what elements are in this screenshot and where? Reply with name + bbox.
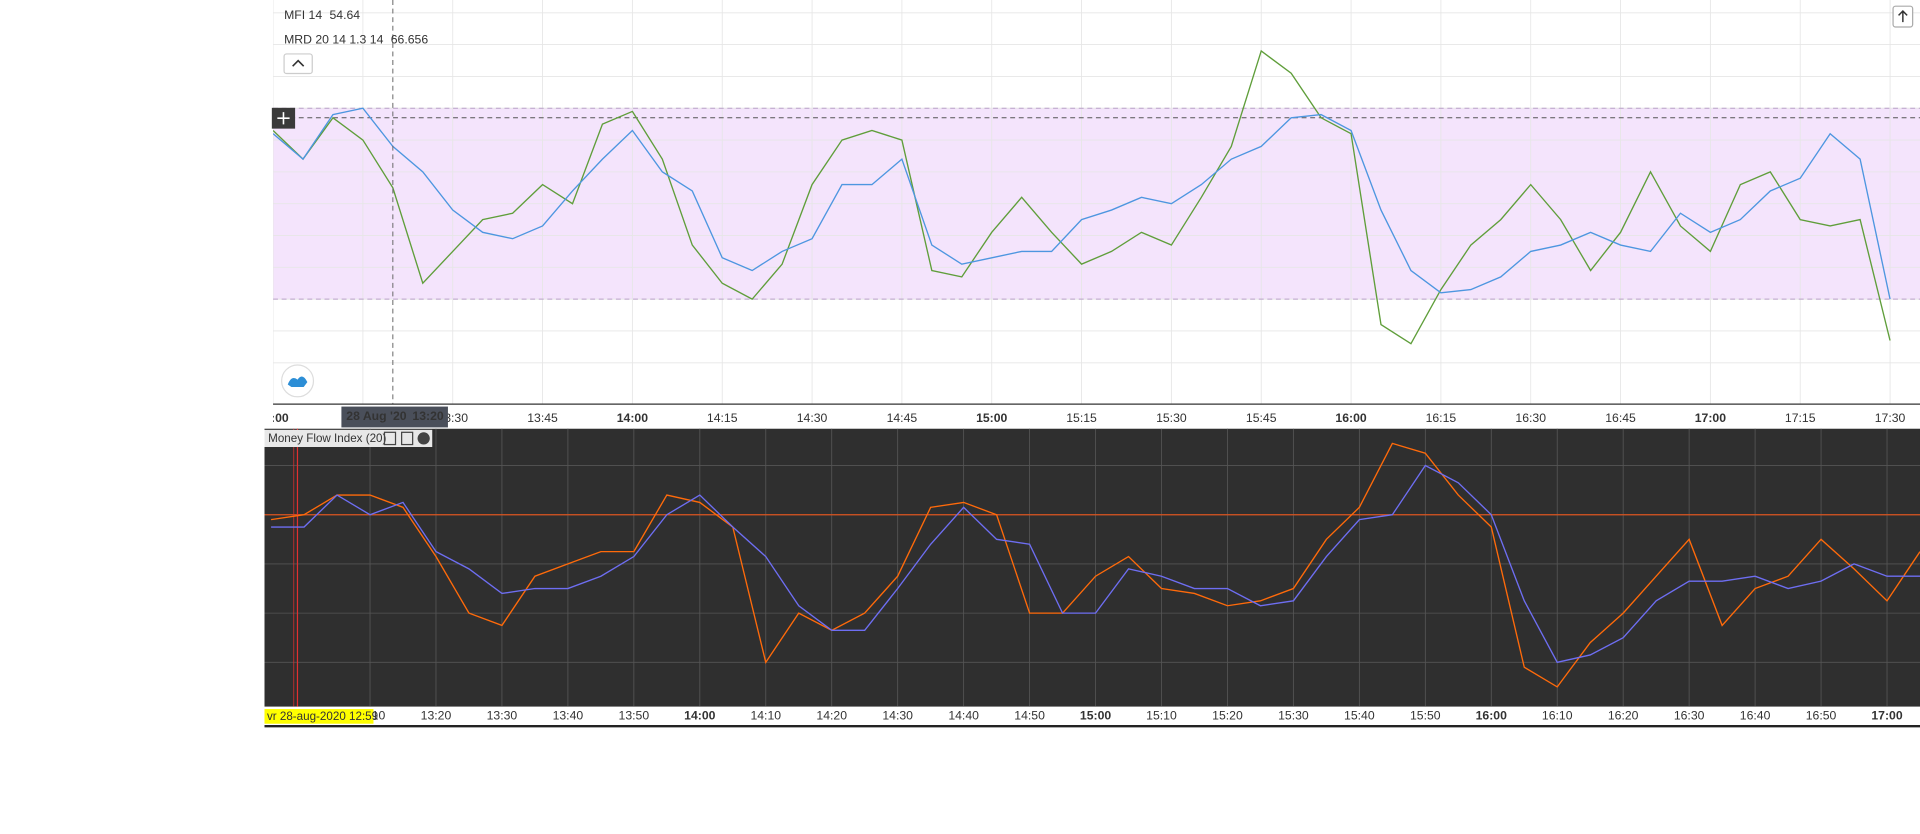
- indicator-title: Money Flow Index (20): [268, 432, 386, 445]
- x-tick-label: 15:30: [1278, 709, 1309, 723]
- x-tick-label: 15:45: [1246, 411, 1277, 425]
- overlay: Money Flow Index (20) vr 28-aug-2020 12:…: [264, 5, 1914, 724]
- x-tick-label: 15:30: [1156, 411, 1187, 425]
- x-tick-label: 17:00: [1695, 411, 1726, 425]
- x-tick-label: 15:10: [1146, 709, 1177, 723]
- x-tick-label: 16:30: [1674, 709, 1705, 723]
- x-tick-label: 14:30: [882, 709, 913, 723]
- x-tick-label: 16:50: [1806, 709, 1837, 723]
- mfi-panel: 13:1013:2013:3013:4013:5014:0014:1014:20…: [264, 428, 1920, 723]
- x-tick-label: 14:40: [948, 709, 979, 723]
- cursor-label-box: [264, 709, 374, 724]
- x-tick-label: 13:45: [527, 411, 558, 425]
- x-tick-label: 16:20: [1608, 709, 1639, 723]
- collapse-icon: [292, 59, 305, 67]
- x-tick-label: 13:30: [487, 709, 518, 723]
- x-tick-label: 13:00: [257, 411, 288, 425]
- crosshair-time: 13:20: [412, 409, 443, 423]
- close-icon[interactable]: [417, 432, 430, 445]
- indicator-header: [264, 429, 433, 447]
- x-tick-label: 17:00: [1871, 709, 1902, 723]
- x-tick-label: 13:50: [619, 709, 650, 723]
- x-tick-label: 13:20: [421, 709, 452, 723]
- x-tick-label: 16:00: [1476, 709, 1507, 723]
- x-tick-label: 15:40: [1344, 709, 1375, 723]
- crosshair-label-box: [341, 406, 448, 428]
- x-tick-label: 14:20: [816, 709, 847, 723]
- series-line: [271, 464, 1920, 664]
- series-line: [273, 49, 1891, 345]
- x-tick-label: 15:00: [1080, 709, 1111, 723]
- x-tick-label: 15:20: [1212, 709, 1243, 723]
- x-tick-label: 15:50: [1410, 709, 1441, 723]
- x-tick-label: 17:30: [1875, 411, 1906, 425]
- cursor-label: vr 28-aug-2020 12:59: [267, 710, 378, 723]
- plot-background: [264, 428, 1920, 707]
- x-tick-label: 14:00: [684, 709, 715, 723]
- x-tick-label: 14:15: [707, 411, 738, 425]
- x-tick-label: 16:30: [1515, 411, 1546, 425]
- arrow-icon: [1898, 10, 1908, 23]
- x-tick-label: 14:50: [1014, 709, 1045, 723]
- legend-name: MRD 20 14 1.3 14: [284, 33, 383, 47]
- settings-icon[interactable]: [383, 431, 397, 446]
- x-tick-label: 15:15: [1066, 411, 1097, 425]
- x-tick-label: 14:30: [797, 411, 828, 425]
- x-tick-label: 16:00: [1335, 411, 1366, 425]
- maximize-icon[interactable]: [401, 431, 414, 446]
- add-icon: [277, 112, 290, 125]
- price-panel: 13:0013:1513:3013:4514:0014:1514:3014:45…: [257, 0, 1920, 425]
- legend-value: 66.656: [391, 33, 429, 47]
- crosshair-date: 28 Aug '20: [346, 409, 406, 423]
- legend-value: 54.64: [330, 8, 361, 22]
- x-tick-label: 16:15: [1426, 411, 1457, 425]
- x-tick-label: 17:15: [1785, 411, 1816, 425]
- x-tick-label: 16:10: [1542, 709, 1573, 723]
- x-tick-label: 16:45: [1605, 411, 1636, 425]
- legend-name: MFI 14: [284, 8, 322, 22]
- x-tick-label: 14:10: [750, 709, 781, 723]
- x-tick-label: 13:40: [553, 709, 584, 723]
- x-tick-label: 14:45: [887, 411, 918, 425]
- collapse-button[interactable]: [283, 53, 313, 75]
- x-tick-label: 16:40: [1740, 709, 1771, 723]
- x-tick-label: 15:00: [976, 411, 1007, 425]
- series-line: [273, 107, 1891, 300]
- x-tick-label: 14:00: [617, 411, 648, 425]
- logo-icon: [287, 376, 308, 387]
- series-line: [270, 442, 1920, 688]
